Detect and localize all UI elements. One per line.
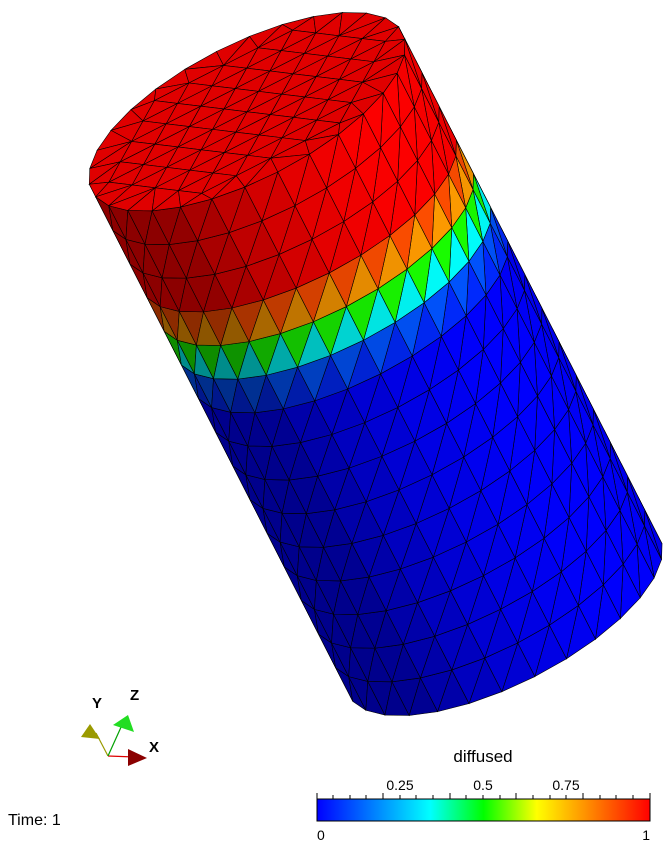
svg-text:0: 0 [317,827,325,843]
svg-text:Z: Z [130,687,139,704]
svg-text:0.5: 0.5 [473,777,493,793]
svg-text:1: 1 [642,827,650,843]
svg-text:0.25: 0.25 [386,777,413,793]
svg-text:Y: Y [92,695,102,712]
svg-text:0.75: 0.75 [552,777,579,793]
svg-text:Time: 1: Time: 1 [8,812,61,829]
svg-text:diffused: diffused [453,747,512,766]
svg-text:X: X [149,739,159,756]
